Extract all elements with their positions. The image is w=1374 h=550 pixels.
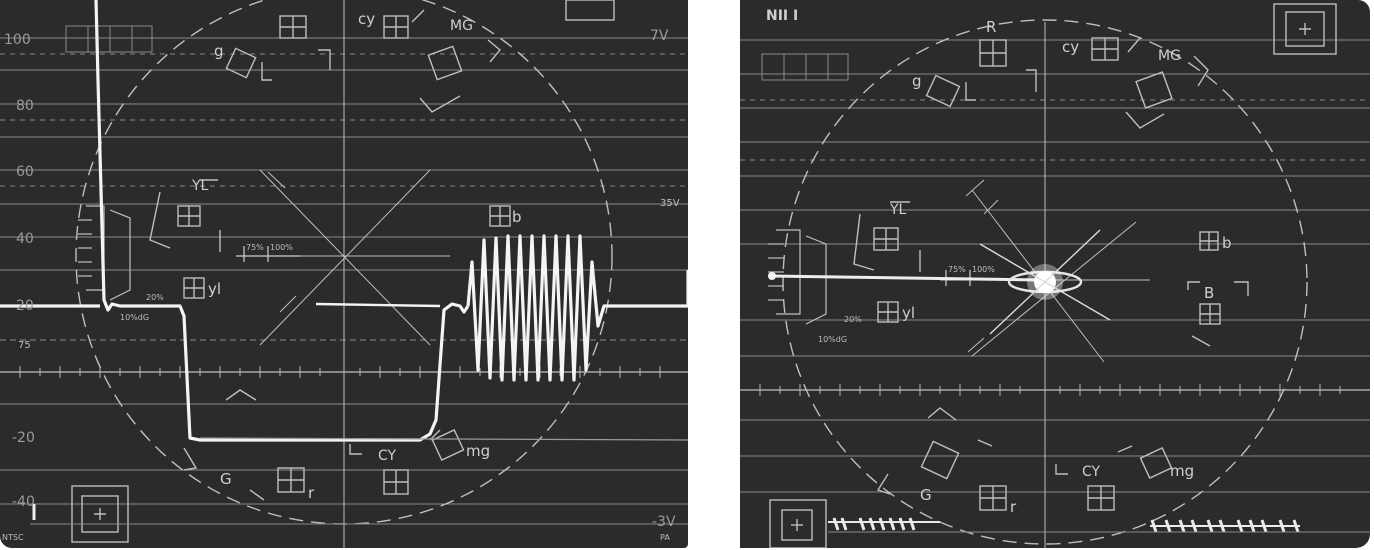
percent-mark-100: 100% <box>270 243 293 252</box>
target-label-b-upper: B <box>1204 284 1214 302</box>
dg-mark-20: 20% <box>844 315 862 324</box>
dg-scale <box>768 229 827 325</box>
scale-label-75: 75 <box>18 340 31 351</box>
dg-mark-10dg: 10%dG <box>818 335 847 344</box>
percent-mark-75: 75% <box>246 243 264 252</box>
target-label-yl-upper: YL <box>191 178 209 194</box>
target-label-cy-upper: CY <box>378 448 397 464</box>
top-left-mark: NII I <box>766 8 798 24</box>
target-label-cy-upper: CY <box>1082 464 1101 480</box>
target-boxes <box>769 3 1337 548</box>
percent-mark-75: 75% <box>948 265 966 274</box>
scale-label-minus-20: -20 <box>12 430 35 446</box>
baseline-ruler <box>740 384 1370 396</box>
vector-trace <box>768 229 1111 335</box>
vector-circle <box>782 19 1308 545</box>
bottom-left-label: NTSC <box>2 533 24 542</box>
target-label-cy-small: cy <box>358 10 375 28</box>
target-label-r-upper: R <box>986 18 996 36</box>
scale-label-minus-40: -40 <box>12 494 35 510</box>
target-boxes <box>71 0 615 543</box>
right-label-35v: 35V <box>660 198 680 209</box>
dg-mark-20: 20% <box>146 293 164 302</box>
right-vectorscope-display: NII I R cy MG g YL b B yl G r CY mg 75% … <box>740 0 1370 548</box>
target-label-yl-small: yl <box>208 280 221 298</box>
target-label-g-upper: G <box>220 470 232 488</box>
percent-mark-100: 100% <box>972 265 995 274</box>
target-label-b-small: b <box>1222 234 1232 252</box>
scale-label-100: 100 <box>4 32 31 48</box>
right-label-7v: 7V <box>650 28 669 44</box>
right-graticule-svg: NII I R cy MG g YL b B yl G r CY mg 75% … <box>740 3 1370 548</box>
left-graticule-svg: 100 80 60 40 20 75 -20 -40 7V 35V -3V YL… <box>0 0 688 548</box>
bottom-right-label: PA <box>660 533 670 542</box>
target-label-g-upper: G <box>920 486 932 504</box>
scale-label-40: 40 <box>16 231 34 247</box>
left-vectorscope-display: 100 80 60 40 20 75 -20 -40 7V 35V -3V YL… <box>0 0 688 548</box>
dg-mark-10dg: 10%dG <box>120 313 149 322</box>
target-label-yl-small: yl <box>902 304 915 322</box>
scale-label-80: 80 <box>16 98 34 114</box>
bottom-tick-marks <box>828 517 1300 533</box>
target-label-mg-upper: MG <box>450 18 473 34</box>
scale-label-60: 60 <box>16 164 34 180</box>
waveform-trace <box>0 0 688 442</box>
target-label-r-small: r <box>308 484 315 502</box>
target-label-mg-small: mg <box>466 442 490 460</box>
target-label-cy-small: cy <box>1062 38 1079 56</box>
scale-label-20: 20 <box>16 298 34 314</box>
target-label-b-small: b <box>512 208 522 226</box>
horizontal-graticule-lines <box>740 39 1370 493</box>
right-label-minus-3v: -3V <box>652 514 676 530</box>
target-label-mg-upper: MG <box>1158 48 1181 64</box>
target-label-g-small: g <box>214 42 224 60</box>
target-label-mg-small: mg <box>1170 462 1194 480</box>
target-label-r-small: r <box>1010 498 1017 516</box>
target-label-g-small: g <box>912 72 922 90</box>
target-label-yl-upper: YL <box>889 202 907 218</box>
